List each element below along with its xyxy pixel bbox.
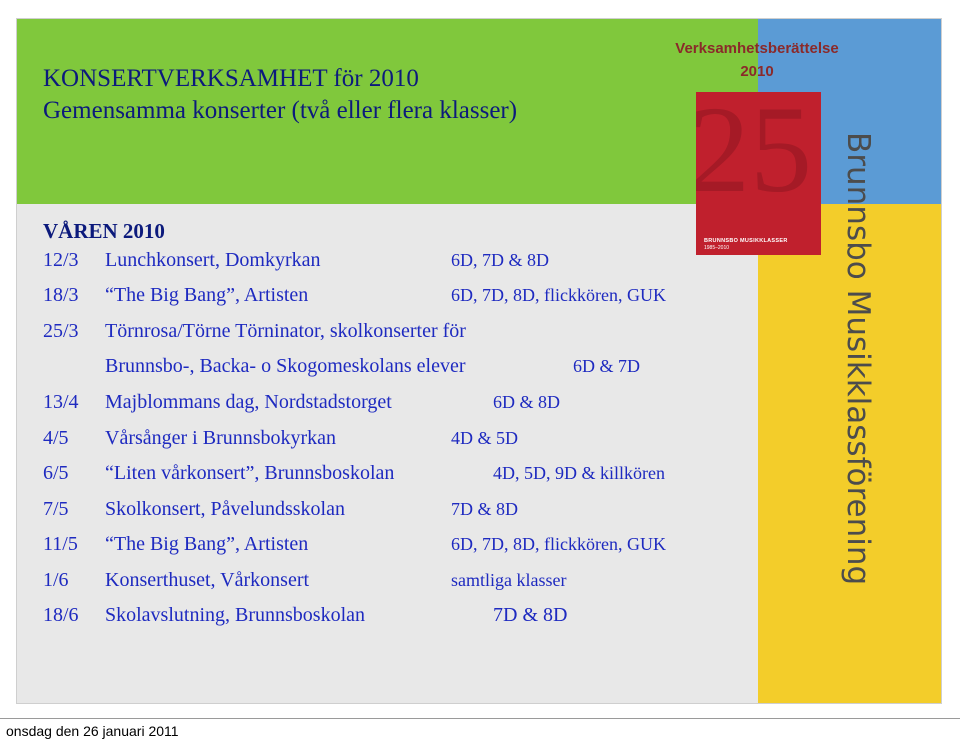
cover-caption: BRUNNSBO MUSIKKLASSER: [704, 238, 788, 244]
event-classes: samtliga klasser: [451, 570, 567, 590]
report-title-line-1: Verksamhetsberättelse: [675, 40, 839, 57]
title-line-2: Gemensamma konserter (två eller flera kl…: [43, 97, 518, 124]
event-date: 18/6: [43, 604, 79, 626]
event-name: Lunchkonsert, Domkyrkan: [105, 249, 321, 271]
event-name: Majblommans dag, Nordstadstorget: [105, 391, 392, 413]
event-name: “The Big Bang”, Artisten: [105, 533, 309, 555]
cover-number: 25: [696, 92, 812, 218]
event-classes: 6D, 7D, 8D, flickkören, GUK: [451, 285, 666, 305]
footer-date: onsdag den 26 januari 2011: [6, 723, 179, 739]
event-classes: 6D & 8D: [493, 392, 560, 412]
event-name: Konserthuset, Vårkonsert: [105, 569, 310, 591]
event-name: “Liten vårkonsert”, Brunnsboskolan: [105, 462, 395, 484]
event-name: Skolavslutning, Brunnsboskolan: [105, 604, 366, 626]
yellow-side-block: [758, 204, 941, 703]
event-date: 13/4: [43, 391, 79, 413]
event-classes: 7D & 8D: [451, 499, 518, 519]
event-classes: 6D, 7D & 8D: [451, 250, 549, 270]
event-classes: 6D & 7D: [573, 356, 640, 376]
cover-years: 1985–2010: [704, 245, 730, 251]
event-date: 6/5: [43, 462, 69, 484]
event-name: Skolkonsert, Påvelundsskolan: [105, 498, 345, 520]
event-name: Vårsånger i Brunnsbokyrkan: [105, 427, 337, 449]
title-line-1: KONSERTVERKSAMHET för 2010: [43, 65, 419, 92]
green-header-band: [17, 19, 758, 204]
event-classes: 7D & 8D: [493, 604, 568, 626]
report-title-line-2: 2010: [740, 63, 774, 80]
event-date: 1/6: [43, 569, 69, 591]
event-classes: 4D, 5D, 9D & killkören: [493, 463, 665, 483]
report-title: Verksamhetsberättelse 2010: [657, 37, 857, 83]
slide: KONSERTVERKSAMHET för 2010 Gemensamma ko…: [16, 18, 942, 704]
event-date: 12/3: [43, 249, 79, 271]
event-classes: 4D & 5D: [451, 428, 518, 448]
event-classes: 6D, 7D, 8D, flickkören, GUK: [451, 534, 666, 554]
event-date: 25/3: [43, 320, 79, 342]
event-date: 4/5: [43, 427, 69, 449]
slide-title: KONSERTVERKSAMHET för 2010 Gemensamma ko…: [43, 63, 517, 127]
report-cover: 25 BRUNNSBO MUSIKKLASSER 1985–2010: [696, 92, 821, 255]
event-name: Brunnsbo-, Backa- o Skogomeskolans eleve…: [105, 355, 466, 377]
side-text-wrapper: Brunnsbo Musikklassförening: [820, 109, 896, 609]
event-date: 7/5: [43, 498, 69, 520]
footer-bar: onsdag den 26 januari 2011: [0, 718, 960, 740]
season-heading: VÅREN 2010: [43, 219, 165, 243]
event-name: “The Big Bang”, Artisten: [105, 284, 309, 306]
event-date: 11/5: [43, 533, 78, 555]
event-name: Törnrosa/Törne Törninator, skolkonserter…: [105, 320, 466, 342]
side-association-name: Brunnsbo Musikklassförening: [840, 132, 876, 586]
event-date: 18/3: [43, 284, 79, 306]
